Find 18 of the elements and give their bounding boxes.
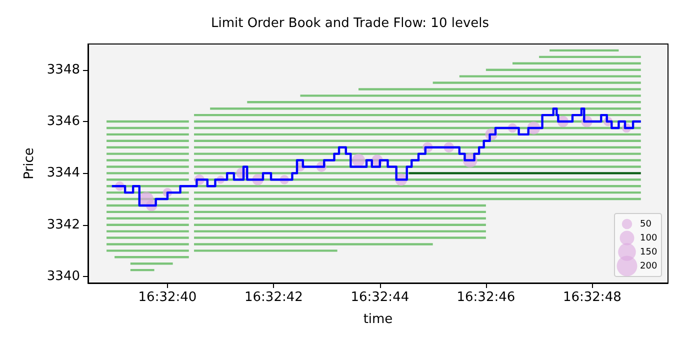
x-tick-label: 16:32:44 [350, 290, 410, 305]
y-tick-label: 3348 [46, 62, 80, 78]
legend-label: 100 [640, 233, 658, 244]
size-legend: 50 100 150 200 [614, 213, 662, 277]
y-tick-label: 3340 [46, 269, 80, 284]
legend-label: 150 [640, 247, 658, 258]
x-tick-label: 16:32:46 [456, 290, 516, 305]
x-tick-label: 16:32:40 [138, 290, 197, 305]
y-tick-label: 3342 [46, 217, 80, 232]
x-tick-label: 16:32:48 [562, 290, 622, 305]
legend-label: 200 [640, 261, 658, 272]
y-tick-label: 3344 [46, 166, 80, 181]
x-tick-label: 16:32:42 [244, 290, 303, 305]
y-axis-title: Price [22, 148, 38, 180]
x-axis-title: time [363, 312, 393, 327]
y-tick-label: 3346 [46, 114, 80, 130]
legend-label: 50 [640, 219, 652, 230]
chart-title: Limit Order Book and Trade Flow: 10 levels [210, 16, 490, 31]
